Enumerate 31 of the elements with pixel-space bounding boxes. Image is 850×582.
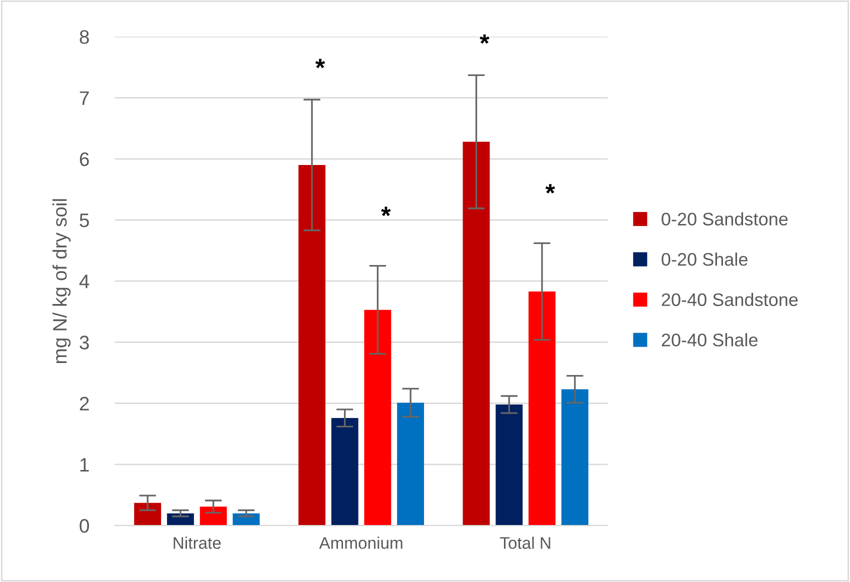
annotation: * xyxy=(480,34,490,44)
y-tick-label: 5 xyxy=(80,214,89,228)
bar xyxy=(397,402,424,526)
annotation: * xyxy=(315,58,326,68)
legend-label: 20-40 Shale xyxy=(662,333,758,346)
bar xyxy=(496,404,523,526)
bar xyxy=(331,418,358,526)
y-tick-label: 7 xyxy=(80,91,89,105)
y-tick-label: 1 xyxy=(80,458,89,472)
bar xyxy=(462,142,490,526)
bar xyxy=(561,389,588,526)
bar xyxy=(364,310,392,526)
bar xyxy=(134,502,162,526)
bar xyxy=(528,291,556,526)
legend-label: 0-20 Shale xyxy=(662,252,748,266)
bar xyxy=(200,506,227,526)
y-tick-label: 6 xyxy=(80,152,89,166)
y-tick-label: 3 xyxy=(80,336,89,350)
y-tick-label: 4 xyxy=(79,274,90,288)
y-tick-label: 8 xyxy=(80,30,89,44)
x-tick-label: Total N xyxy=(500,536,550,549)
legend-label: 20-40 Sandstone xyxy=(662,292,798,306)
x-tick-label: Nitrate xyxy=(174,536,221,549)
legend-label: 0-20 Sandstone xyxy=(662,212,788,226)
y-tick-label: 2 xyxy=(80,396,89,410)
y-tick-label: 0 xyxy=(80,519,89,533)
y-axis-title: mg N/ kg of dry soil xyxy=(52,199,71,364)
annotation: * xyxy=(381,206,391,216)
x-tick-label: Ammonium xyxy=(319,536,402,549)
bar xyxy=(298,164,326,526)
annotation: * xyxy=(545,184,556,194)
